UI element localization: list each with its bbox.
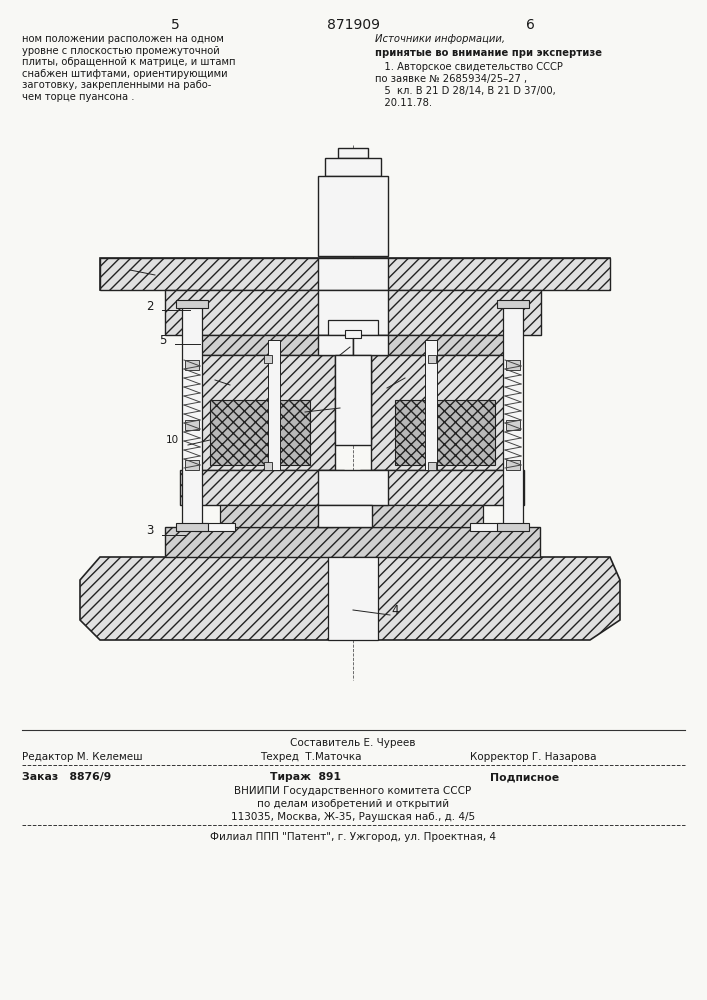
Polygon shape [335, 355, 371, 445]
Text: 9: 9 [334, 338, 341, 348]
Text: 8: 8 [197, 368, 204, 381]
Polygon shape [264, 355, 272, 363]
Polygon shape [328, 320, 378, 335]
Text: 4: 4 [391, 603, 399, 616]
Text: Источники информации,: Источники информации, [375, 34, 505, 44]
Text: 10: 10 [165, 435, 179, 445]
Polygon shape [395, 400, 495, 465]
Polygon shape [506, 460, 520, 470]
Text: 113035, Москва, Ж-35, Раушская наб., д. 4/5: 113035, Москва, Ж-35, Раушская наб., д. … [231, 812, 475, 822]
Polygon shape [268, 340, 280, 470]
Text: принятые во внимание при экспертизе: принятые во внимание при экспертизе [375, 48, 602, 58]
Polygon shape [428, 462, 436, 470]
Polygon shape [318, 176, 388, 256]
Polygon shape [185, 460, 199, 470]
Polygon shape [264, 462, 272, 470]
Polygon shape [318, 505, 372, 527]
Polygon shape [353, 290, 541, 335]
Polygon shape [497, 300, 529, 308]
Polygon shape [370, 505, 483, 527]
Polygon shape [338, 148, 368, 158]
Polygon shape [80, 557, 620, 640]
Polygon shape [210, 400, 310, 465]
Text: 1. Авторское свидетельство СССР: 1. Авторское свидетельство СССР [375, 62, 563, 72]
Text: Заказ   8876/9: Заказ 8876/9 [22, 772, 111, 782]
Polygon shape [318, 290, 388, 335]
Polygon shape [318, 470, 388, 505]
Polygon shape [428, 355, 436, 363]
Polygon shape [503, 305, 523, 527]
Polygon shape [182, 305, 202, 527]
Polygon shape [195, 355, 335, 470]
Text: 6: 6 [525, 18, 534, 32]
Text: по делам изобретений и открытий: по делам изобретений и открытий [257, 799, 449, 809]
Polygon shape [353, 335, 388, 355]
Polygon shape [185, 360, 199, 370]
Polygon shape [371, 355, 511, 470]
Polygon shape [165, 527, 540, 557]
Text: Корректор Г. Назарова: Корректор Г. Назарова [470, 752, 597, 762]
Text: Техред  Т.Маточка: Техред Т.Маточка [260, 752, 361, 762]
Text: 1: 1 [115, 258, 122, 271]
Text: Подписное: Подписное [490, 772, 559, 782]
Text: 2: 2 [146, 300, 153, 312]
Polygon shape [185, 420, 199, 430]
Polygon shape [176, 300, 208, 308]
Polygon shape [353, 258, 610, 290]
Text: Составитель Е. Чуреев: Составитель Е. Чуреев [291, 738, 416, 748]
Text: 5: 5 [170, 18, 180, 32]
Text: 5: 5 [159, 334, 167, 347]
Polygon shape [353, 335, 509, 355]
Polygon shape [100, 258, 610, 290]
Polygon shape [506, 360, 520, 370]
Polygon shape [360, 470, 524, 505]
Text: 7: 7 [404, 366, 411, 379]
Text: ВНИИПИ Государственного комитета СССР: ВНИИПИ Государственного комитета СССР [235, 786, 472, 796]
Text: 6: 6 [289, 400, 297, 414]
Polygon shape [470, 523, 510, 531]
Text: 5  кл. В 21 D 28/14, В 21 D 37/00,: 5 кл. В 21 D 28/14, В 21 D 37/00, [375, 86, 556, 96]
Polygon shape [165, 290, 353, 335]
Text: Тираж  891: Тираж 891 [270, 772, 341, 782]
Polygon shape [328, 557, 378, 640]
Text: ном положении расположен на одном
уровне с плоскостью промежуточной
плиты, обращ: ном положении расположен на одном уровне… [22, 34, 235, 102]
Text: Филиал ППП "Патент", г. Ужгород, ул. Проектная, 4: Филиал ППП "Патент", г. Ужгород, ул. Про… [210, 832, 496, 842]
Polygon shape [425, 340, 437, 470]
Polygon shape [318, 335, 353, 355]
Polygon shape [318, 258, 388, 290]
Polygon shape [345, 330, 361, 338]
Polygon shape [176, 523, 208, 531]
Text: Редактор М. Келемеш: Редактор М. Келемеш [22, 752, 143, 762]
Text: по заявке № 2685934/25–27 ,: по заявке № 2685934/25–27 , [375, 74, 527, 84]
Polygon shape [195, 523, 235, 531]
Polygon shape [497, 523, 529, 531]
Text: 3: 3 [146, 524, 153, 538]
Text: 871909: 871909 [327, 18, 380, 32]
Polygon shape [325, 158, 381, 176]
Polygon shape [506, 420, 520, 430]
Polygon shape [180, 470, 344, 505]
Text: 20.11.78.: 20.11.78. [375, 98, 432, 108]
Polygon shape [195, 335, 353, 355]
Polygon shape [220, 505, 333, 527]
Polygon shape [100, 258, 353, 290]
